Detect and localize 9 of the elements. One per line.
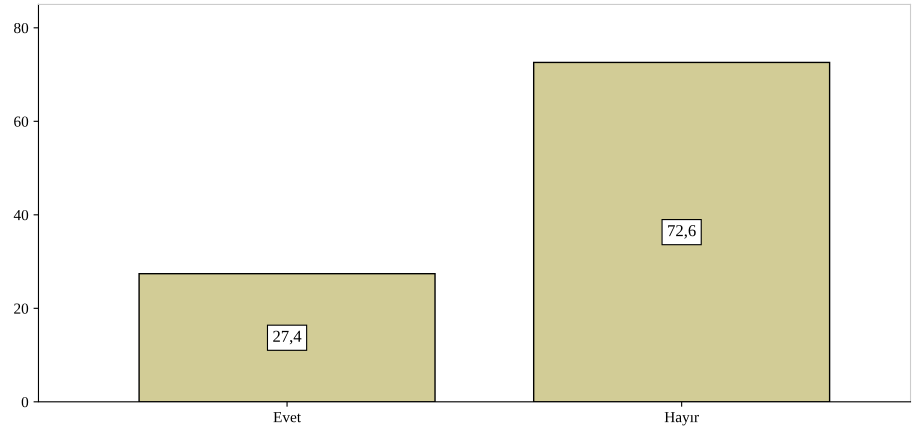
y-tick-label: 20 <box>14 303 28 314</box>
y-tick-label: 60 <box>14 116 28 127</box>
data-label: 72,6 <box>668 225 696 239</box>
x-tick-label: Hayır <box>664 412 699 426</box>
y-tick-label: 80 <box>14 22 28 34</box>
y-tick-label: 40 <box>14 210 28 220</box>
x-tick-label: Evet <box>274 412 301 422</box>
y-tick-label: 0 <box>22 396 28 408</box>
data-label: 27,4 <box>273 330 302 344</box>
